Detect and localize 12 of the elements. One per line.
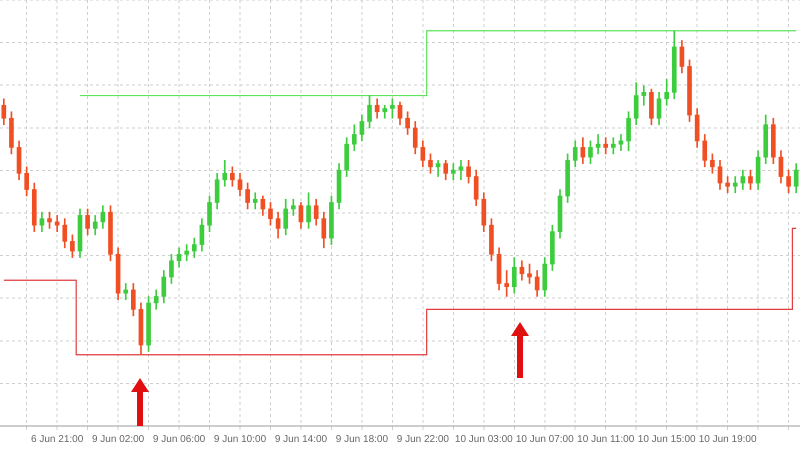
x-tick-label: 9 Jun 22:00	[396, 434, 450, 445]
x-tick-label: 9 Jun 06:00	[152, 434, 206, 445]
x-tick-label: 10 Jun 19:00	[698, 434, 757, 445]
x-tick-label: 9 Jun 18:00	[336, 434, 388, 445]
x-tick-label: 9 Jun 02:00	[92, 434, 145, 445]
x-tick-label: 6 Jun 21:00	[31, 434, 84, 445]
x-tick-label: 9 Jun 10:00	[214, 434, 267, 445]
x-tick-label: 10 Jun 15:00	[638, 434, 696, 445]
x-tick-label: 10 Jun 07:00	[516, 434, 574, 445]
x-tick-label: 10 Jun 03:00	[454, 434, 514, 445]
x-tick-label: 10 Jun 11:00	[577, 434, 635, 445]
x-tick-label: 9 Jun 14:00	[274, 434, 328, 445]
